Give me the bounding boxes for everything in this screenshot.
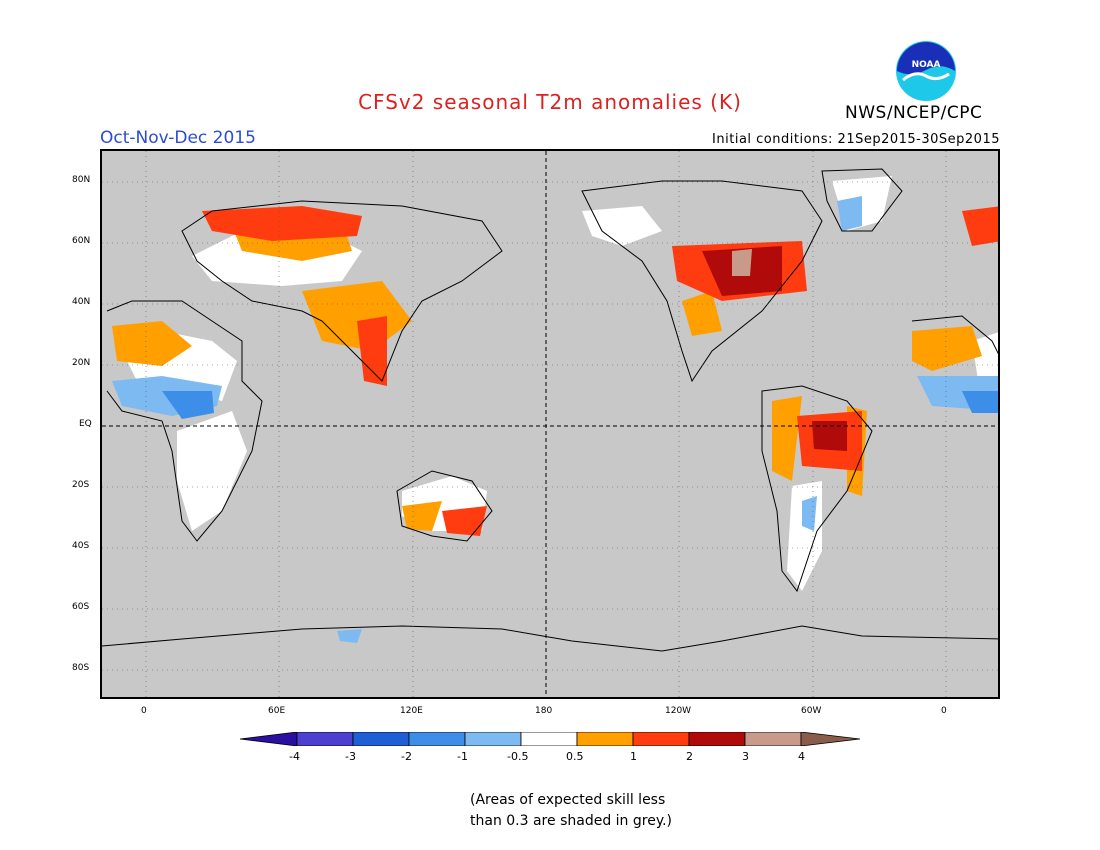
map-panel: [100, 149, 1000, 699]
skill-footnote-line: than 0.3 are shaded in grey.): [470, 813, 673, 829]
map-title: CFSv2 seasonal T2m anomalies (K): [358, 90, 742, 114]
lat-label: 60S: [72, 602, 90, 612]
colorbar-swatch: [520, 732, 578, 746]
colorbar-swatch: [408, 732, 466, 746]
noaa-logo-text: NOAA: [912, 60, 941, 70]
warm-sahara-repeat: [912, 326, 982, 371]
warm-andes: [772, 396, 802, 481]
warm-australia-west: [402, 501, 442, 531]
cool-strong-sahel-repeat: [962, 391, 998, 413]
coastlines: [102, 168, 998, 652]
warm-usa-west: [682, 291, 722, 336]
lon-label: 120W: [665, 706, 692, 716]
colorbar-label: 2: [686, 750, 693, 763]
colorbar-label: -2: [401, 750, 412, 763]
warm-0-5-regions: [112, 221, 982, 531]
warm-australia-se: [442, 506, 487, 536]
cool-strong-regions: [162, 391, 998, 419]
colorbar-label: 0.5: [566, 750, 584, 763]
colorbar-label: -0.5: [507, 750, 529, 763]
warm-sahara: [112, 321, 192, 366]
warm-north-russia: [202, 206, 362, 241]
warm-3-regions: [732, 249, 752, 276]
lon-label: 120E: [400, 706, 423, 716]
colorbar-swatch: [352, 732, 410, 746]
colorbar-label: 4: [798, 750, 805, 763]
lon-label: 60W: [801, 706, 822, 716]
lat-label: 20N: [72, 358, 91, 368]
colorbar-label: 3: [742, 750, 749, 763]
warm-scandinavia-repeat: [962, 206, 998, 246]
colorbar-swatch: [464, 732, 522, 746]
colorbar-label: 1: [630, 750, 637, 763]
agency-label: NWS/NCEP/CPC: [845, 103, 983, 123]
warm-se-asia: [357, 316, 387, 386]
lat-label: 40S: [72, 541, 90, 551]
neutral-alaska: [582, 206, 662, 246]
colorbar-swatch: [688, 732, 746, 746]
colorbar-swatch: [632, 732, 690, 746]
lat-label: 60N: [72, 236, 91, 246]
colorbar-swatch: [240, 732, 298, 746]
colorbar-swatch: [744, 732, 802, 746]
colorbar-swatch: [576, 732, 634, 746]
lon-label: 0: [141, 706, 147, 716]
lon-label: 60E: [268, 706, 286, 716]
skill-footnote-line: (Areas of expected skill less: [470, 792, 666, 808]
colorbar-label: -4: [289, 750, 300, 763]
cool-strong-sahel: [162, 391, 214, 419]
initial-conditions-label: Initial conditions: 21Sep2015-30Sep2015: [712, 132, 1000, 147]
cool-argentina: [802, 496, 817, 531]
season-label: Oct-Nov-Dec 2015: [100, 128, 256, 148]
lon-label: 0: [941, 706, 947, 716]
colorbar: [240, 732, 860, 746]
lat-label: 80N: [72, 175, 91, 185]
cool-antarctica: [337, 629, 362, 643]
colorbar-label: -1: [457, 750, 468, 763]
colorbar-swatch: [800, 732, 860, 746]
skill-footnote: (Areas of expected skill less than 0.3 a…: [470, 790, 730, 832]
lat-label: EQ: [79, 419, 92, 429]
anomaly-map: [102, 151, 998, 697]
lon-label: 180: [535, 706, 553, 716]
lat-label: 40N: [72, 297, 91, 307]
graticule: [102, 151, 998, 697]
warm-3-hudson: [732, 249, 752, 276]
cool-greenland: [837, 196, 862, 231]
neutral-southern-africa: [177, 411, 247, 531]
lat-label: 80S: [72, 663, 90, 673]
warm-strong-amazon: [812, 421, 847, 451]
noaa-logo: NOAA: [896, 41, 956, 101]
colorbar-label: -3: [345, 750, 356, 763]
lat-label: 20S: [72, 480, 90, 490]
colorbar-swatch: [296, 732, 354, 746]
